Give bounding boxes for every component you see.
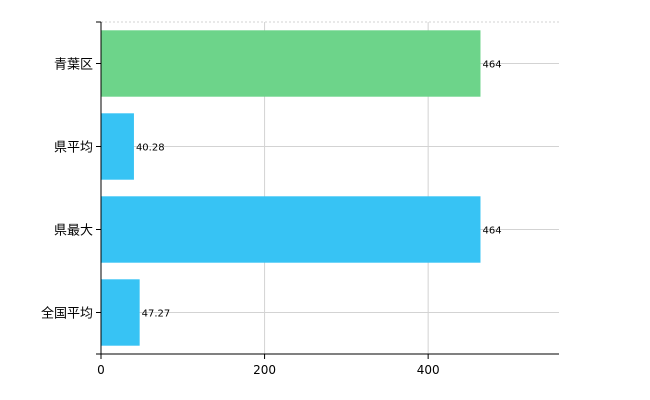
label-layer: 464 青葉区 40.28 県平均 464 県最大 47.27 全国平均 0 200 400 xyxy=(41,21,502,377)
data-label: 464 xyxy=(482,226,501,237)
data-label: 47.27 xyxy=(142,309,171,320)
bar xyxy=(101,279,140,346)
category-label: 県最大 xyxy=(54,224,93,239)
bar-layer xyxy=(101,30,481,346)
category-label: 県平均 xyxy=(54,141,93,156)
data-label: 40.28 xyxy=(136,143,165,154)
bar xyxy=(101,196,481,263)
bar xyxy=(101,30,481,97)
bar xyxy=(101,113,134,180)
category-label: 全国平均 xyxy=(41,306,93,322)
axis-layer xyxy=(100,22,559,355)
x-tick-label: 0 xyxy=(97,363,105,377)
x-tick-label: 400 xyxy=(417,363,440,377)
data-label: 464 xyxy=(482,60,501,71)
category-label: 青葉区 xyxy=(54,58,93,73)
x-tick-label: 200 xyxy=(253,363,276,377)
